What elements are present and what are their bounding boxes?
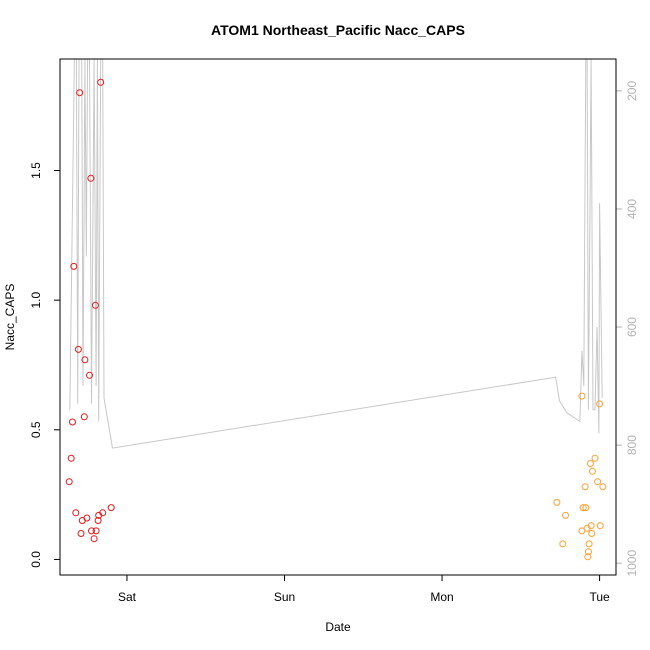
right-tick-label-2: 600: [625, 317, 639, 337]
data-point-s1-11: [585, 540, 593, 548]
right-tick-label-3: 800: [625, 435, 639, 455]
data-point-s0-15: [90, 535, 98, 543]
data-point-s1-6: [581, 483, 589, 491]
data-point-s1-19: [596, 522, 604, 530]
data-point-s1-10: [584, 548, 592, 556]
data-point-s1-20: [599, 483, 607, 491]
data-point-s0-11: [83, 514, 91, 522]
data-point-s1-1: [559, 540, 567, 548]
y-axis-label: Nacc_CAPS: [3, 284, 17, 351]
data-point-s1-5: [579, 504, 587, 512]
data-point-s1-16: [591, 454, 599, 462]
data-point-s1-7: [582, 504, 590, 512]
plot-frame: [59, 58, 617, 576]
data-point-s1-0: [553, 498, 561, 506]
data-point-s0-0: [65, 478, 73, 486]
data-point-s0-3: [70, 262, 78, 270]
y-tick-label-0: 0.0: [29, 551, 43, 568]
data-point-s1-3: [578, 392, 586, 400]
data-point-s1-15: [588, 467, 596, 475]
data-point-s0-1: [67, 454, 75, 462]
data-point-s1-18: [596, 400, 604, 408]
chart-title: ATOM1 Northeast_Pacific Nacc_CAPS: [211, 22, 465, 38]
x-tick-label-0: Sat: [118, 590, 137, 604]
y-tick-label-1: 0.5: [29, 421, 43, 438]
data-point-s0-10: [81, 356, 89, 364]
y-tick-label-2: 1.0: [29, 291, 43, 308]
right-tick-label-0: 200: [625, 81, 639, 101]
x-tick-label-2: Mon: [430, 590, 453, 604]
right-tick-label-1: 400: [625, 199, 639, 219]
data-point-s0-5: [74, 345, 82, 353]
data-point-s0-22: [107, 504, 115, 512]
data-point-s1-17: [594, 478, 602, 486]
data-point-s0-6: [76, 89, 84, 97]
data-point-s0-17: [92, 527, 100, 535]
data-point-s0-13: [87, 174, 95, 182]
x-tick-label-3: Tue: [589, 590, 610, 604]
data-point-s0-4: [72, 509, 80, 517]
data-point-s1-12: [586, 460, 594, 467]
data-point-s0-18: [94, 517, 102, 524]
x-tick-label-1: Sun: [274, 590, 295, 604]
data-point-s0-20: [97, 78, 105, 86]
gray-line-series: [69, 59, 603, 449]
data-point-s0-21: [99, 509, 107, 517]
data-point-s0-12: [86, 371, 93, 379]
right-tick-label-4: 1000: [625, 550, 639, 577]
points-layer: [65, 78, 607, 561]
data-point-s1-9: [584, 553, 592, 561]
data-point-s0-2: [69, 418, 76, 426]
y-tick-label-3: 1.5: [29, 162, 43, 179]
data-point-s0-7: [77, 530, 85, 537]
x-axis-label: Date: [325, 620, 351, 634]
data-point-s1-2: [562, 511, 569, 519]
axes-layer: Sat Sun Mon Tue 0.0 0.5 1.0 1.5 200 400 600 800 1000: [29, 81, 639, 604]
gray-line-layer: [69, 59, 603, 449]
data-point-s0-9: [80, 413, 88, 421]
data-point-s0-14: [88, 527, 95, 535]
data-point-s0-16: [91, 301, 99, 309]
data-point-s1-13: [587, 522, 595, 530]
data-point-s1-14: [588, 530, 596, 537]
